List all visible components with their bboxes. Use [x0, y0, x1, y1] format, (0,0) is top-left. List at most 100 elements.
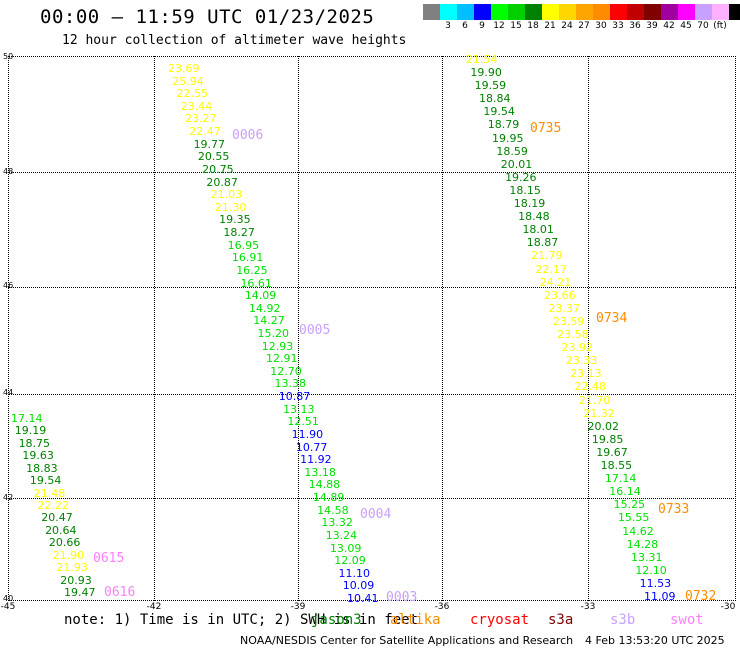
wave-height-label: 19.19: [14, 424, 47, 438]
wave-height-label: 19.54: [29, 474, 62, 488]
wave-height-label: 22.48: [574, 380, 607, 394]
wave-height-label: 18.19: [513, 197, 546, 211]
colorbar-swatch: [440, 4, 457, 20]
pass-label-0615: 0615: [93, 551, 125, 566]
wave-height-label: 21.03: [210, 188, 243, 202]
colorbar-swatch: [474, 4, 491, 20]
footer-note: note: 1) Time is in UTC; 2) SWH is in fe…: [64, 612, 419, 628]
wave-height-label: 18.87: [526, 236, 559, 250]
wave-height-label: 23.66: [544, 288, 576, 302]
wave-height-label: 18.84: [479, 92, 511, 106]
colorbar-label: 6: [462, 21, 468, 31]
colorbar-swatch: [559, 4, 576, 20]
wave-height-label: 19.59: [474, 79, 507, 93]
wave-height-label: 22.55: [176, 87, 209, 101]
wave-height-label: 17.14: [11, 412, 43, 425]
wave-height-label: 16.25: [236, 263, 268, 277]
lat-label-44: 44: [3, 388, 14, 397]
longitude-gridline: [735, 56, 736, 601]
wave-height-label: 14.27: [253, 314, 285, 328]
colorbar-label: 42: [663, 21, 675, 31]
wave-height-label: 20.75: [202, 162, 234, 176]
wave-height-label: 20.66: [48, 536, 81, 550]
colorbar-label: 45: [680, 21, 692, 31]
wave-height-label: 19.63: [22, 449, 54, 463]
wave-height-label: 14.89: [312, 491, 345, 505]
wave-height-label: 18.79: [487, 118, 520, 132]
colorbar-label: 24: [561, 21, 573, 31]
wave-height-label: 20.55: [197, 150, 230, 164]
wave-height-label: 14.58: [317, 503, 349, 517]
wave-height-label: 13.18: [304, 465, 336, 479]
colorbar-label: (ft): [713, 21, 727, 31]
wave-height-label: 10.09: [342, 579, 375, 593]
wave-height-label: 18.75: [18, 436, 51, 450]
longitude-gridline: [588, 56, 589, 601]
colorbar-label: 18: [527, 21, 539, 31]
chart-subtitle: 12 hour collection of altimeter wave hei…: [62, 33, 407, 48]
pass-label-0734: 0734: [596, 311, 628, 326]
wave-height-label: 21.32: [583, 406, 615, 420]
colorbar-swatch: [712, 4, 729, 20]
colorbar-swatch: [576, 4, 593, 20]
colorbar-label: 33: [612, 21, 624, 31]
satellite-legend-item: swot: [670, 612, 704, 628]
colorbar-label: 9: [479, 21, 485, 31]
wave-height-label: 11.92: [300, 453, 332, 467]
colorbar-label: 36: [629, 21, 641, 31]
wave-height-label: 20.47: [41, 511, 73, 525]
pass-label-0003: 0003: [386, 590, 418, 605]
wave-height-label: 19.77: [193, 137, 226, 151]
wave-height-label: 22.22: [37, 499, 70, 512]
wave-height-label: 11.09: [644, 590, 676, 603]
colorbar-swatch: [525, 4, 542, 20]
wave-height-label: 21.90: [52, 548, 85, 562]
wave-height-label: 18.59: [496, 144, 528, 158]
latitude-gridline: [8, 287, 736, 288]
colorbar-swatch: [661, 4, 678, 20]
wave-height-label: 18.48: [518, 210, 550, 224]
latitude-gridline: [8, 394, 736, 395]
wave-height-label: 12.91: [266, 352, 298, 366]
wave-height-label: 22.17: [535, 262, 567, 276]
wave-height-label: 21.30: [214, 200, 247, 214]
wave-height-label: 11.90: [291, 427, 324, 441]
pass-label-0733: 0733: [658, 502, 690, 517]
pass-label-0735: 0735: [530, 121, 562, 136]
wave-height-label: 13.32: [321, 516, 353, 530]
pass-label-0732: 0732: [685, 589, 717, 604]
satellite-legend-item: cryosat: [470, 612, 530, 628]
latitude-gridline: [8, 172, 736, 173]
wave-height-label: 16.14: [609, 485, 641, 499]
wave-height-label: 10.87: [278, 390, 311, 404]
satellite-legend-item: s3a: [548, 612, 574, 628]
wave-height-label: 23.59: [552, 314, 585, 328]
wave-height-label: 16.95: [227, 238, 260, 252]
wave-height-label: 15.55: [617, 511, 650, 525]
colorbar-swatch: [644, 4, 661, 20]
wave-height-label: 19.85: [591, 432, 624, 446]
wave-height-label: 19.35: [219, 213, 251, 227]
colorbar-swatch: [423, 4, 440, 20]
latitude-gridline: [8, 600, 736, 601]
wave-height-label: 23.69: [168, 62, 200, 75]
wave-height-label: 19.26: [505, 170, 537, 184]
wave-height-label: 15.25: [613, 498, 646, 512]
lat-label-50: 50: [3, 52, 14, 61]
wave-height-label: 20.01: [500, 157, 533, 171]
colorbar-label: 30: [595, 21, 607, 31]
wave-height-label: 18.01: [522, 223, 554, 237]
wave-height-label: 18.55: [600, 459, 633, 473]
wave-height-label: 13.38: [274, 377, 307, 391]
wave-height-label: 12.09: [334, 554, 366, 568]
wave-height-label: 17.14: [604, 472, 637, 486]
lon-label-minus45: -45: [0, 602, 16, 612]
wave-height-label: 19.67: [596, 445, 628, 459]
lat-label-46: 46: [3, 281, 14, 290]
colorbar-swatch: [610, 4, 627, 20]
colorbar-swatch: [491, 4, 508, 20]
wave-height-label: 14.88: [308, 478, 341, 492]
wave-height-label: 21.48: [33, 486, 66, 500]
lon-label-minus39: -39: [290, 602, 306, 612]
longitude-gridline: [442, 56, 443, 601]
